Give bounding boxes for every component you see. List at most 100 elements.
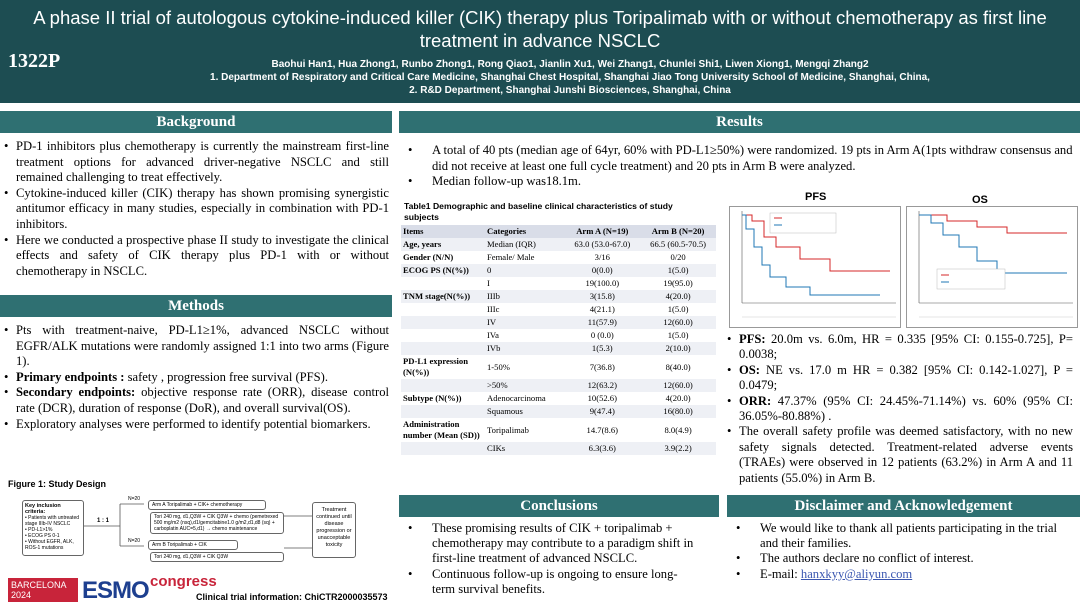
table-cell xyxy=(401,342,485,355)
table-cell: 1-50% xyxy=(487,361,510,372)
arm-b-n: N=20 xyxy=(128,538,141,544)
trial-info: Clinical trial information: ChiCTR200003… xyxy=(196,592,388,602)
email-link[interactable]: hanxkyy@aliyun.com xyxy=(800,566,913,581)
list-item: E-mail: hanxkyy@aliyun.com xyxy=(730,567,1070,582)
methods-heading: Methods xyxy=(0,295,392,317)
list-item: PD-1 inhibitors plus chemotherapy is cur… xyxy=(4,139,389,186)
primary-endpoints-label: Primary endpoints : xyxy=(16,369,125,384)
table-cell: CIKs xyxy=(485,442,565,455)
table-cell: 2(10.0) xyxy=(640,342,716,355)
pfs-km-chart xyxy=(741,211,896,318)
randomization-ratio: 1 : 1 xyxy=(97,518,110,524)
table-row: IV 11(57.9) 12(60.0) xyxy=(401,316,716,329)
table-cell: I xyxy=(487,278,490,288)
table-cell: Squamous xyxy=(485,405,565,418)
table-cell: 16(80.0) xyxy=(640,405,716,418)
table-cell: 12(60.0) xyxy=(640,379,716,392)
table-cell: 3/16 xyxy=(594,252,610,262)
list-item: ORR: 47.37% (95% CI: 24.45%-71.14%) vs. … xyxy=(727,394,1073,425)
conclusions-heading: Conclusions xyxy=(399,495,719,517)
table-cell: 1(5.3) xyxy=(564,342,641,355)
table-cell: 6.3(3.6) xyxy=(564,442,641,455)
table-cell: IIIc xyxy=(487,304,500,314)
os-km-plot xyxy=(906,206,1078,328)
table-cell: 19(100.0) xyxy=(585,278,620,288)
table-cell: 8(40.0) xyxy=(665,361,691,372)
congress-city: BARCELONA xyxy=(11,580,67,590)
methods-list: Pts with treatment-naive, PD-L1≥1%, adva… xyxy=(4,323,389,432)
inclusion-criteria-box: Key inclusion criteria: • Patients with … xyxy=(22,500,84,556)
results-heading: Results xyxy=(399,111,1080,133)
list-item: Continuous follow-up is ongoing to ensur… xyxy=(402,567,698,597)
table-row: >50% 12(63.2) 12(60.0) xyxy=(401,379,716,392)
table-cell: Toripalimab xyxy=(487,424,529,435)
table-row: I 19(100.0) 19(95.0) xyxy=(401,277,716,290)
list-item: A total of 40 pts (median age of 64yr, 6… xyxy=(402,143,1074,174)
disclaimer-list: We would like to thank all patients part… xyxy=(730,521,1070,582)
table-row: IVb 1(5.3) 2(10.0) xyxy=(401,342,716,355)
table-cell: 3(15.8) xyxy=(564,290,641,303)
table-cell: 14.7(8.6) xyxy=(586,424,619,435)
table-cell: 66.5 (60.5-70.5) xyxy=(640,238,716,251)
table-cell: 1(5.0) xyxy=(667,304,689,314)
table-cell: 1(5.0) xyxy=(667,330,689,340)
pfs-plot-label: PFS xyxy=(805,191,827,203)
list-item: Cytokine-induced killer (CIK) therapy ha… xyxy=(4,186,389,233)
table-row: Squamous 9(47.4) 16(80.0) xyxy=(401,405,716,418)
table-cell: Administration number (Mean (SD)) xyxy=(403,419,480,440)
arm-b-detail: Tori 240 mg, d1,Q3W + CIK Q3W xyxy=(150,552,284,562)
baseline-table: Items Categories Arm A (N=19) Arm B (N=2… xyxy=(401,225,716,455)
barcelona-badge: BARCELONA 2024 xyxy=(8,578,78,602)
table-cell xyxy=(401,379,485,392)
os-plot-label: OS xyxy=(972,194,988,206)
list-item: Pts with treatment-naive, PD-L1≥1%, adva… xyxy=(4,323,389,370)
table-cell: 63.0 (53.0-67.0) xyxy=(564,238,641,251)
author-block: Baohui Han1, Hua Zhong1, Runbo Zhong1, R… xyxy=(120,58,1020,97)
background-list: PD-1 inhibitors plus chemotherapy is cur… xyxy=(4,139,389,279)
table-caption: Table1 Demographic and baseline clinical… xyxy=(404,201,673,222)
arm-a-detail: Tori 240 mg, d1,Q3W + CIK Q3W + chemo (p… xyxy=(150,512,284,534)
table-cell: 12(63.2) xyxy=(564,379,641,392)
table-cell xyxy=(401,329,485,342)
list-item: OS: NE vs. 17.0 m HR = 0.382 [95% CI: 0.… xyxy=(727,363,1073,394)
criteria-title: Key inclusion criteria: xyxy=(25,503,61,515)
table-cell: IV xyxy=(485,316,565,329)
list-item: • Patients with untreated stage IIIb-IV … xyxy=(25,515,80,527)
table-cell: 4(20.0) xyxy=(640,290,716,303)
table-cell: 0 xyxy=(485,264,565,277)
poster-title: A phase II trial of autologous cytokine-… xyxy=(33,7,1047,51)
table-cell xyxy=(401,316,485,329)
list-item: The overall safety profile was deemed sa… xyxy=(727,424,1073,486)
list-item: Here we conducted a prospective phase II… xyxy=(4,233,389,280)
arm-b-box: Arm B Toripalimab + CIK xyxy=(148,540,238,550)
table-row: Age, years Median (IQR) 63.0 (53.0-67.0) 66… xyxy=(401,238,716,251)
poster-code: 1322P xyxy=(8,50,61,72)
table-cell: 12(60.0) xyxy=(640,316,716,329)
list-item: • PD-L1>1% xyxy=(25,527,53,533)
affiliation-1: 1. Department of Respiratory and Critica… xyxy=(210,72,930,83)
figure1-title: Figure 1: Study Design xyxy=(8,479,107,489)
poster-header: A phase II trial of autologous cytokine-… xyxy=(0,0,1080,103)
list-item: We would like to thank all patients part… xyxy=(730,521,1070,551)
authors: Baohui Han1, Hua Zhong1, Runbo Zhong1, R… xyxy=(271,59,869,70)
table-header: Items xyxy=(401,225,485,238)
os-km-chart xyxy=(918,211,1073,318)
table-cell: 19(95.0) xyxy=(663,278,693,288)
conclusions-list: These promising results of CIK + toripal… xyxy=(402,521,698,597)
table-cell: ECOG PS (N(%)) xyxy=(401,264,485,277)
congress-wordmark: congress xyxy=(150,573,217,590)
table-header: Arm A (N=19) xyxy=(564,225,641,238)
secondary-endpoints-label: Secondary endpoints: xyxy=(16,385,136,400)
table-cell: 3.9(2.2) xyxy=(640,442,716,455)
list-item: • ECOG PS 0-1 xyxy=(25,533,60,539)
table-cell: 0 (0.0) xyxy=(590,330,614,340)
os-legend-box xyxy=(936,268,1006,290)
congress-year: 2024 xyxy=(11,590,32,600)
table-cell: Age, years xyxy=(401,238,485,251)
table-cell: >50% xyxy=(485,379,565,392)
table-cell: IVb xyxy=(485,342,565,355)
table-row: CIKs 6.3(3.6) 3.9(2.2) xyxy=(401,442,716,455)
esmo-logo: ESMO xyxy=(82,577,150,604)
table-row: ECOG PS (N(%)) 0 0(0.0) 1(5.0) xyxy=(401,264,716,277)
table-row: PD-L1 expression (N(%)) 1-50% 7(36.8) 8(40.… xyxy=(401,355,716,379)
